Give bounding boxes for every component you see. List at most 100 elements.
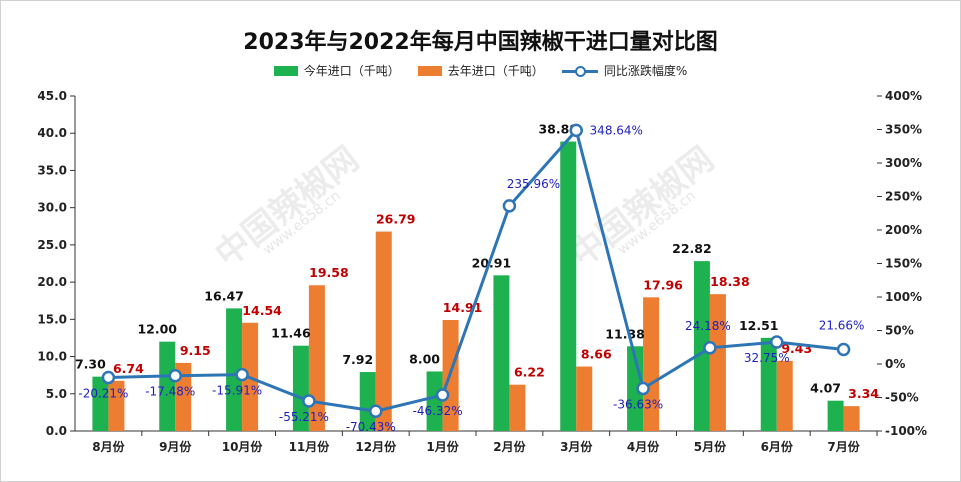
x-tick-label: 11月份	[289, 439, 331, 454]
bar-label-this-year: 16.47	[204, 288, 244, 303]
bar-last-year	[643, 297, 660, 431]
yoy-label: -20.21%	[78, 387, 128, 401]
bar-last-year	[576, 366, 593, 431]
yoy-point	[770, 335, 784, 349]
x-tick-label: 3月份	[560, 439, 593, 454]
legend-item-last-year: 去年进口（千吨）	[417, 62, 544, 79]
bar-this-year	[92, 376, 109, 431]
bar-label-last-year: 9.15	[180, 343, 211, 358]
bar-label-this-year: 7.30	[75, 357, 106, 372]
yoy-label: 24.18%	[685, 319, 731, 333]
y-left-tick-label: 20.0	[37, 275, 67, 289]
chart-legend: 今年进口（千吨） 去年进口（千吨） 同比涨跌幅度%	[0, 62, 961, 79]
y-left-tick-label: 45.0	[37, 89, 67, 103]
yoy-label: -46.32%	[413, 404, 463, 418]
y-right-tick-label: 0%	[885, 357, 905, 371]
y-left-tick-label: 25.0	[37, 238, 67, 252]
bar-label-this-year: 11.38	[605, 326, 645, 341]
bar-label-last-year: 26.79	[376, 212, 416, 227]
yoy-point	[636, 381, 650, 396]
legend-item-this-year: 今年进口（千吨）	[273, 62, 400, 79]
bar-this-year	[493, 275, 510, 431]
bar-label-last-year: 17.96	[643, 277, 683, 292]
y-left-tick-label: 40.0	[37, 126, 67, 140]
x-tick-label: 8月份	[92, 439, 125, 454]
x-tick-label: 2月份	[493, 439, 526, 454]
bar-this-year	[159, 341, 176, 431]
yoy-point	[235, 367, 249, 382]
yoy-point	[369, 404, 383, 418]
bar-label-this-year: 22.82	[672, 241, 712, 256]
x-tick-label: 7月份	[827, 439, 860, 454]
yoy-line	[108, 127, 844, 413]
bar-label-last-year: 6.74	[113, 361, 144, 376]
y-left-tick-label: 15.0	[37, 312, 67, 326]
yoy-label: 235.96%	[507, 177, 560, 191]
yoy-label: 21.66%	[819, 318, 865, 332]
bar-label-last-year: 6.22	[514, 365, 545, 380]
y-right-tick-label: 300%	[885, 156, 922, 170]
yoy-label: -17.48%	[145, 385, 195, 399]
y-right-tick-label: 100%	[885, 290, 922, 304]
bar-label-last-year: 14.54	[242, 303, 282, 318]
yoy-point	[101, 370, 116, 385]
legend-label-yoy: 同比涨跌幅度%	[603, 64, 688, 78]
bar-label-last-year: 18.38	[710, 274, 750, 289]
bar-last-year	[375, 231, 392, 431]
yoy-label: -15.91%	[212, 384, 262, 398]
bar-last-year	[843, 406, 860, 431]
bar-label-this-year: 20.91	[472, 255, 512, 270]
bar-label-this-year: 38.88	[538, 122, 578, 137]
bar-this-year	[226, 308, 243, 431]
bar-label-this-year: 12.51	[739, 318, 779, 333]
x-tick-label: 12月份	[355, 439, 397, 454]
y-right-tick-label: 200%	[885, 223, 922, 237]
bar-label-last-year: 8.66	[581, 347, 612, 362]
x-tick-label: 9月份	[159, 439, 192, 454]
y-right-tick-label: 50%	[885, 324, 914, 338]
bar-label-last-year: 3.34	[848, 386, 879, 401]
bar-label-this-year: 12.00	[137, 322, 177, 337]
bar-label-this-year: 11.46	[271, 326, 311, 341]
bar-last-year	[509, 384, 526, 431]
bar-this-year	[827, 400, 844, 431]
yoy-label: -70.43%	[346, 420, 396, 434]
bar-last-year	[108, 380, 125, 431]
bar-this-year	[560, 141, 577, 431]
x-tick-label: 10月份	[222, 439, 264, 454]
bar-label-this-year: 8.00	[409, 351, 440, 366]
legend-swatch-orange	[417, 65, 442, 76]
bar-this-year	[693, 261, 710, 431]
yoy-point	[302, 394, 316, 408]
y-right-tick-label: 250%	[885, 190, 922, 204]
legend-item-yoy: 同比涨跌幅度%	[561, 62, 688, 79]
yoy-label: 32.75%	[744, 351, 790, 365]
yoy-point	[703, 341, 717, 355]
bar-this-year	[760, 337, 777, 431]
y-right-tick-label: 400%	[885, 89, 922, 103]
yoy-point	[435, 388, 450, 402]
x-tick-label: 1月份	[426, 439, 459, 454]
y-left-tick-label: 10.0	[37, 350, 67, 364]
bar-this-year	[292, 345, 309, 431]
bar-last-year	[776, 360, 793, 431]
yoy-label: -55.21%	[279, 410, 329, 424]
bar-this-year	[426, 371, 443, 431]
yoy-point	[502, 199, 517, 213]
bar-last-year	[709, 294, 726, 431]
y-left-tick-label: 0.0	[46, 424, 67, 438]
yoy-point	[569, 123, 583, 138]
yoy-label: 348.64%	[590, 123, 643, 137]
x-tick-label: 6月份	[761, 439, 794, 454]
bar-label-this-year: 7.92	[342, 352, 373, 367]
x-tick-label: 4月份	[627, 439, 660, 454]
yoy-label: -36.63%	[613, 398, 663, 412]
y-right-tick-label: -100%	[885, 424, 927, 438]
yoy-point	[168, 368, 182, 383]
y-right-tick-label: 350%	[885, 123, 922, 137]
legend-label-last-year: 去年进口（千吨）	[447, 64, 544, 78]
bar-label-last-year: 19.58	[309, 265, 349, 280]
y-left-tick-label: 30.0	[37, 201, 67, 215]
bar-last-year	[308, 285, 325, 431]
